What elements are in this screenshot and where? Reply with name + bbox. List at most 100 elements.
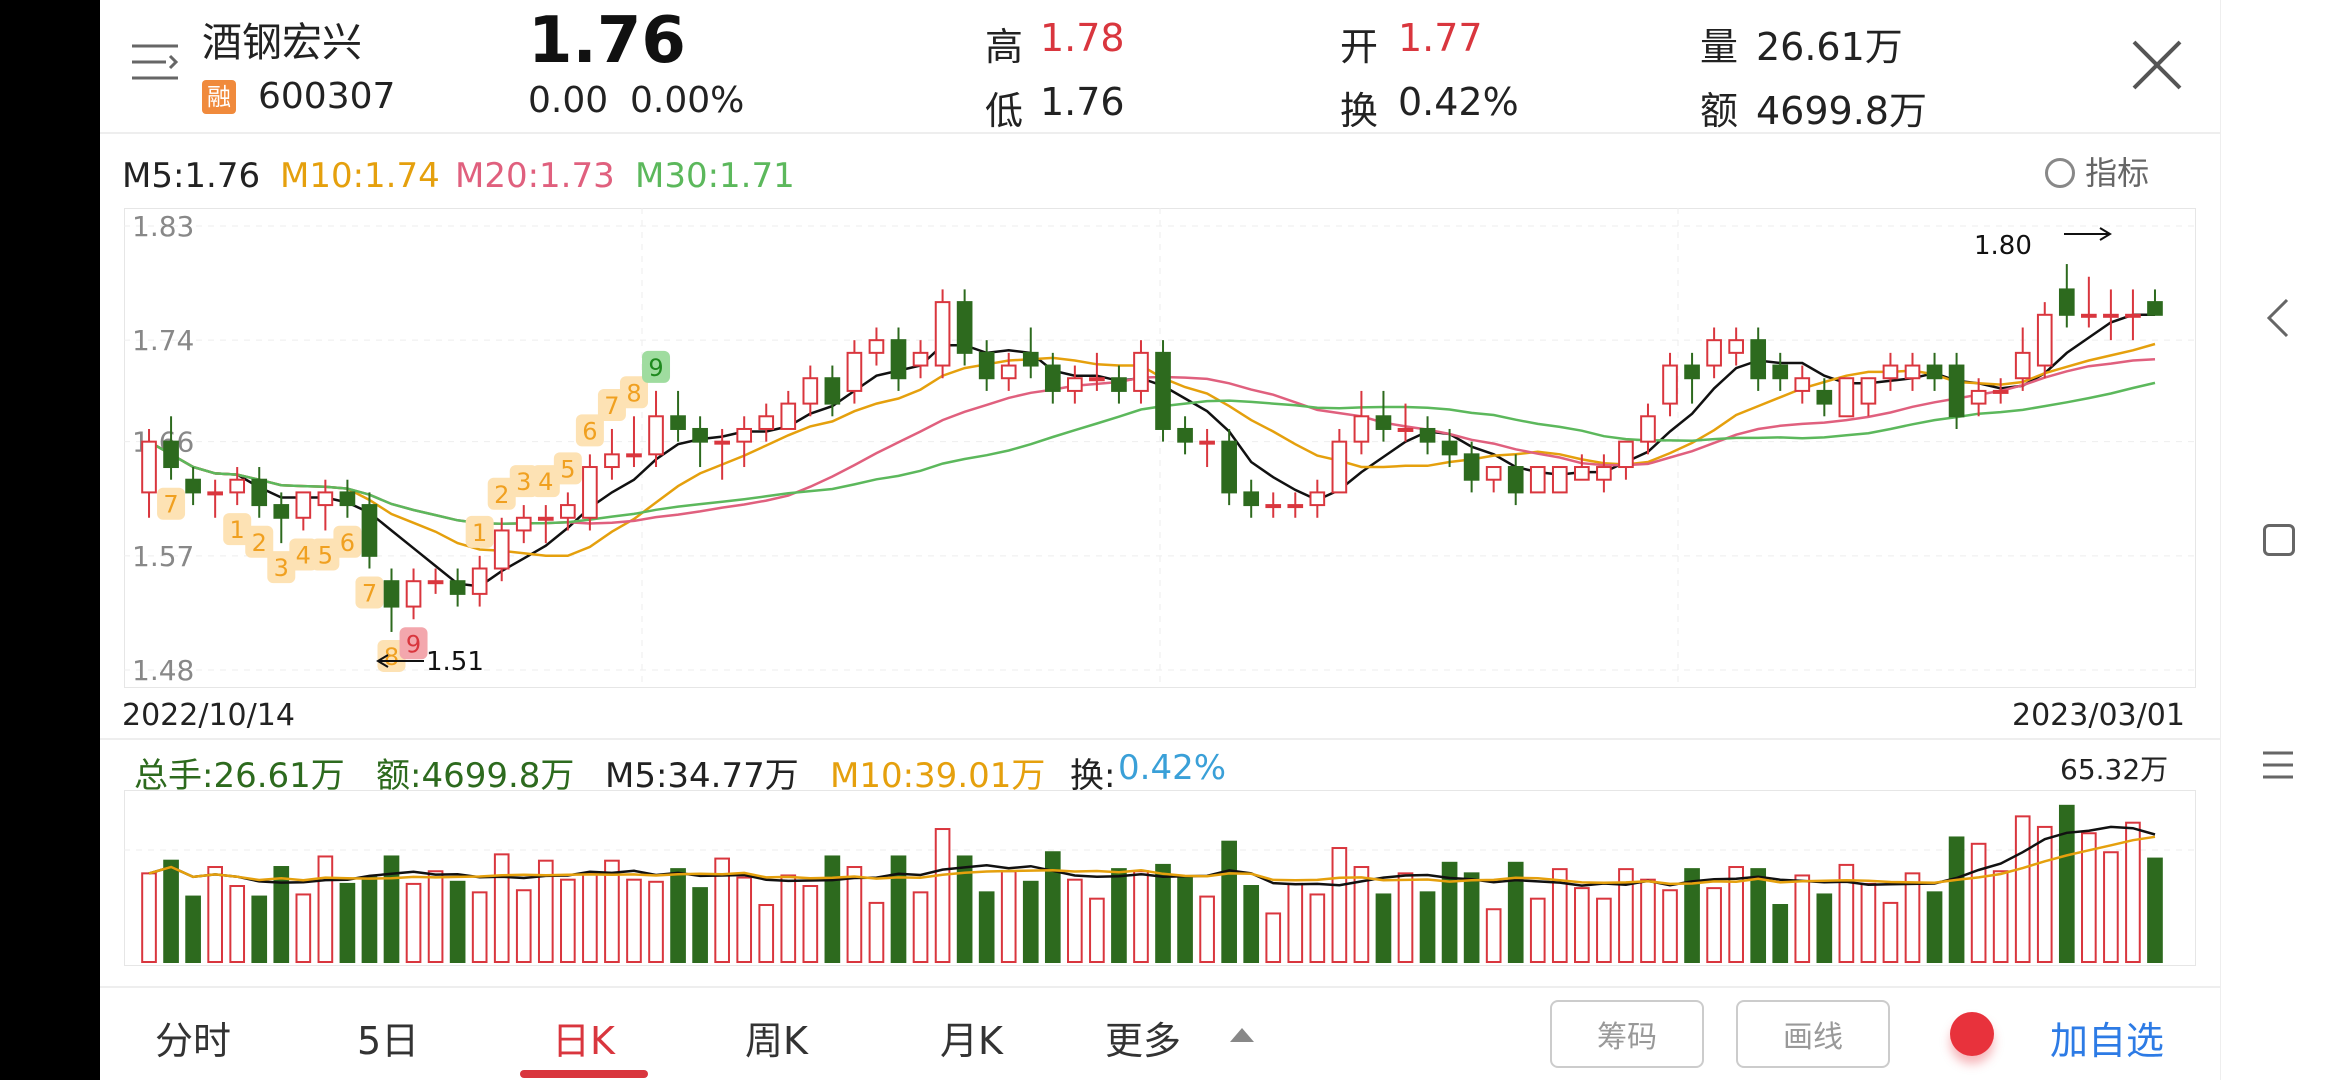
low-price-mark: 1.51 bbox=[426, 647, 484, 677]
caret-up-icon[interactable] bbox=[1230, 1028, 1254, 1042]
y-tick-label: 1.74 bbox=[132, 324, 194, 357]
candle bbox=[1353, 390, 1370, 455]
low-label: 低 bbox=[985, 89, 1024, 133]
candle bbox=[1794, 365, 1811, 404]
candle bbox=[251, 467, 268, 518]
volume-bar bbox=[1551, 868, 1568, 963]
tab-daily-k[interactable]: 日K bbox=[552, 1019, 615, 1063]
draw-line-button[interactable]: 画线 bbox=[1736, 1000, 1890, 1068]
close-icon[interactable] bbox=[2130, 38, 2184, 92]
svg-text:6: 6 bbox=[582, 417, 597, 445]
back-chevron-icon[interactable] bbox=[2265, 298, 2291, 338]
volume-bar bbox=[956, 855, 973, 963]
chips-button[interactable]: 筹码 bbox=[1550, 1000, 1704, 1068]
candle bbox=[1463, 441, 1480, 493]
candle bbox=[2125, 289, 2141, 341]
candle bbox=[956, 289, 973, 366]
tab-monthly-k[interactable]: 月K bbox=[940, 1019, 1003, 1063]
price-change-pct: 0.00% bbox=[630, 80, 745, 121]
candle bbox=[1750, 327, 1767, 391]
volume-bar bbox=[295, 893, 312, 963]
candle bbox=[515, 505, 532, 544]
candle bbox=[141, 428, 157, 518]
volume-bar bbox=[1507, 861, 1524, 963]
indicator-button[interactable]: 指标 bbox=[2045, 148, 2149, 194]
volume-bar bbox=[2014, 815, 2031, 964]
volume-bar bbox=[1574, 887, 1590, 963]
svg-text:6: 6 bbox=[340, 529, 355, 557]
tab-weekly-k[interactable]: 周K bbox=[745, 1019, 808, 1063]
candle bbox=[758, 403, 775, 442]
volume-bar bbox=[1772, 904, 1789, 963]
volume-bar bbox=[1463, 872, 1480, 963]
svg-text:9: 9 bbox=[648, 354, 663, 382]
low-arrow-icon bbox=[376, 654, 424, 668]
candle bbox=[692, 416, 708, 468]
volume-bar bbox=[1133, 870, 1149, 963]
volume-bar bbox=[2058, 804, 2075, 963]
td-marker: 3 bbox=[509, 465, 538, 498]
volume-bar bbox=[1882, 901, 1899, 963]
volume-bar bbox=[1706, 887, 1722, 963]
home-square-icon[interactable] bbox=[2263, 524, 2295, 556]
svg-text:9: 9 bbox=[406, 630, 421, 658]
recents-menu-icon[interactable] bbox=[2261, 750, 2295, 780]
volume-bar bbox=[1684, 868, 1700, 963]
tab-intraday[interactable]: 分时 bbox=[155, 1019, 232, 1063]
candle bbox=[978, 340, 995, 391]
volume-bar bbox=[1750, 868, 1767, 963]
td-marker: 7 bbox=[355, 576, 384, 609]
tab-5day[interactable]: 5日 bbox=[357, 1019, 420, 1063]
candle bbox=[1044, 352, 1061, 404]
volume-bar bbox=[383, 855, 400, 963]
candle bbox=[405, 568, 422, 620]
volume-bar bbox=[1640, 878, 1656, 963]
candle bbox=[604, 428, 620, 480]
volume-bar bbox=[1992, 870, 2009, 963]
volume-bar bbox=[1221, 840, 1237, 964]
volume-bar bbox=[868, 901, 885, 963]
candle bbox=[1706, 327, 1722, 379]
record-icon[interactable] bbox=[1950, 1012, 1994, 1056]
menu-icon[interactable] bbox=[130, 40, 180, 84]
volume-bar bbox=[163, 859, 179, 963]
tab-more[interactable]: 更多 bbox=[1105, 1019, 1182, 1063]
td-marker: 9 bbox=[399, 627, 428, 660]
turnover-label: 换 bbox=[1340, 89, 1379, 133]
svg-text:7: 7 bbox=[163, 491, 178, 519]
candle bbox=[1662, 352, 1678, 417]
volume-bar bbox=[1309, 893, 1326, 963]
volume-bar bbox=[1287, 882, 1304, 963]
candle bbox=[714, 428, 730, 480]
header-divider bbox=[100, 132, 2220, 134]
svg-text:8: 8 bbox=[384, 643, 399, 671]
volume-chart[interactable] bbox=[124, 790, 2196, 966]
high-value: 1.78 bbox=[1040, 16, 1125, 60]
candle bbox=[1155, 340, 1171, 442]
td-marker: 4 bbox=[531, 465, 560, 498]
candle bbox=[163, 416, 179, 480]
volume-bar bbox=[1044, 851, 1061, 963]
add-watchlist-button[interactable]: 加自选 bbox=[2050, 1019, 2165, 1063]
candle bbox=[1882, 352, 1899, 391]
volume-bar bbox=[273, 866, 290, 963]
svg-text:5: 5 bbox=[318, 541, 333, 569]
candle bbox=[626, 416, 642, 468]
volume-bar bbox=[560, 878, 576, 963]
vol-ma10-line bbox=[148, 835, 2156, 886]
volume-bar bbox=[1618, 868, 1634, 963]
amount-label: 额 bbox=[1700, 89, 1739, 133]
candle bbox=[780, 390, 797, 430]
volume-bar bbox=[229, 885, 246, 963]
volume-value: 26.61万 bbox=[1756, 25, 1903, 69]
system-nav-rail bbox=[2220, 0, 2340, 1080]
stock-code: 600307 bbox=[258, 76, 396, 117]
svg-text:4: 4 bbox=[538, 468, 553, 496]
ma20-legend: M20:1.73 bbox=[455, 156, 615, 196]
candle bbox=[1397, 403, 1414, 442]
candle bbox=[1000, 352, 1017, 391]
chart-divider bbox=[100, 738, 2220, 740]
candle bbox=[890, 327, 907, 391]
volume-bar bbox=[1067, 878, 1083, 963]
